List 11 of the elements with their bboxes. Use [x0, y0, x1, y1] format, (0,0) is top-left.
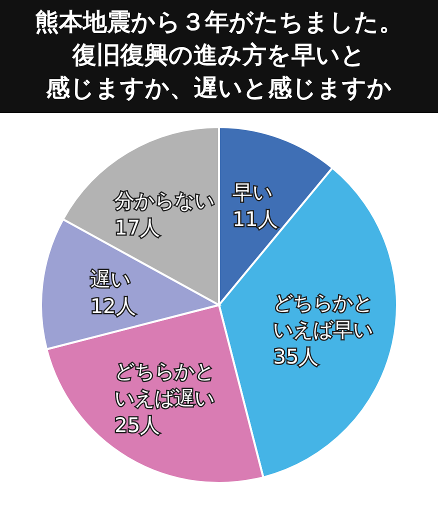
slice-label: 分からない: [114, 188, 215, 213]
data-label: 35人: [273, 344, 319, 368]
slice-label: どちらかといえば遅い: [114, 358, 215, 410]
slice-label: 遅い: [90, 267, 130, 292]
slice-label: 早い: [232, 180, 272, 204]
data-label: 17人: [114, 216, 160, 240]
chart-title: 熊本地震から３年がたちました。復旧復興の進み方を早いと感じますか、遅いと感じますか: [34, 7, 404, 104]
data-label: 25人: [114, 412, 160, 437]
slice-label: どちらかといえば早い: [273, 290, 374, 342]
data-label: 12人: [90, 294, 136, 318]
data-label: 11人: [232, 207, 278, 232]
